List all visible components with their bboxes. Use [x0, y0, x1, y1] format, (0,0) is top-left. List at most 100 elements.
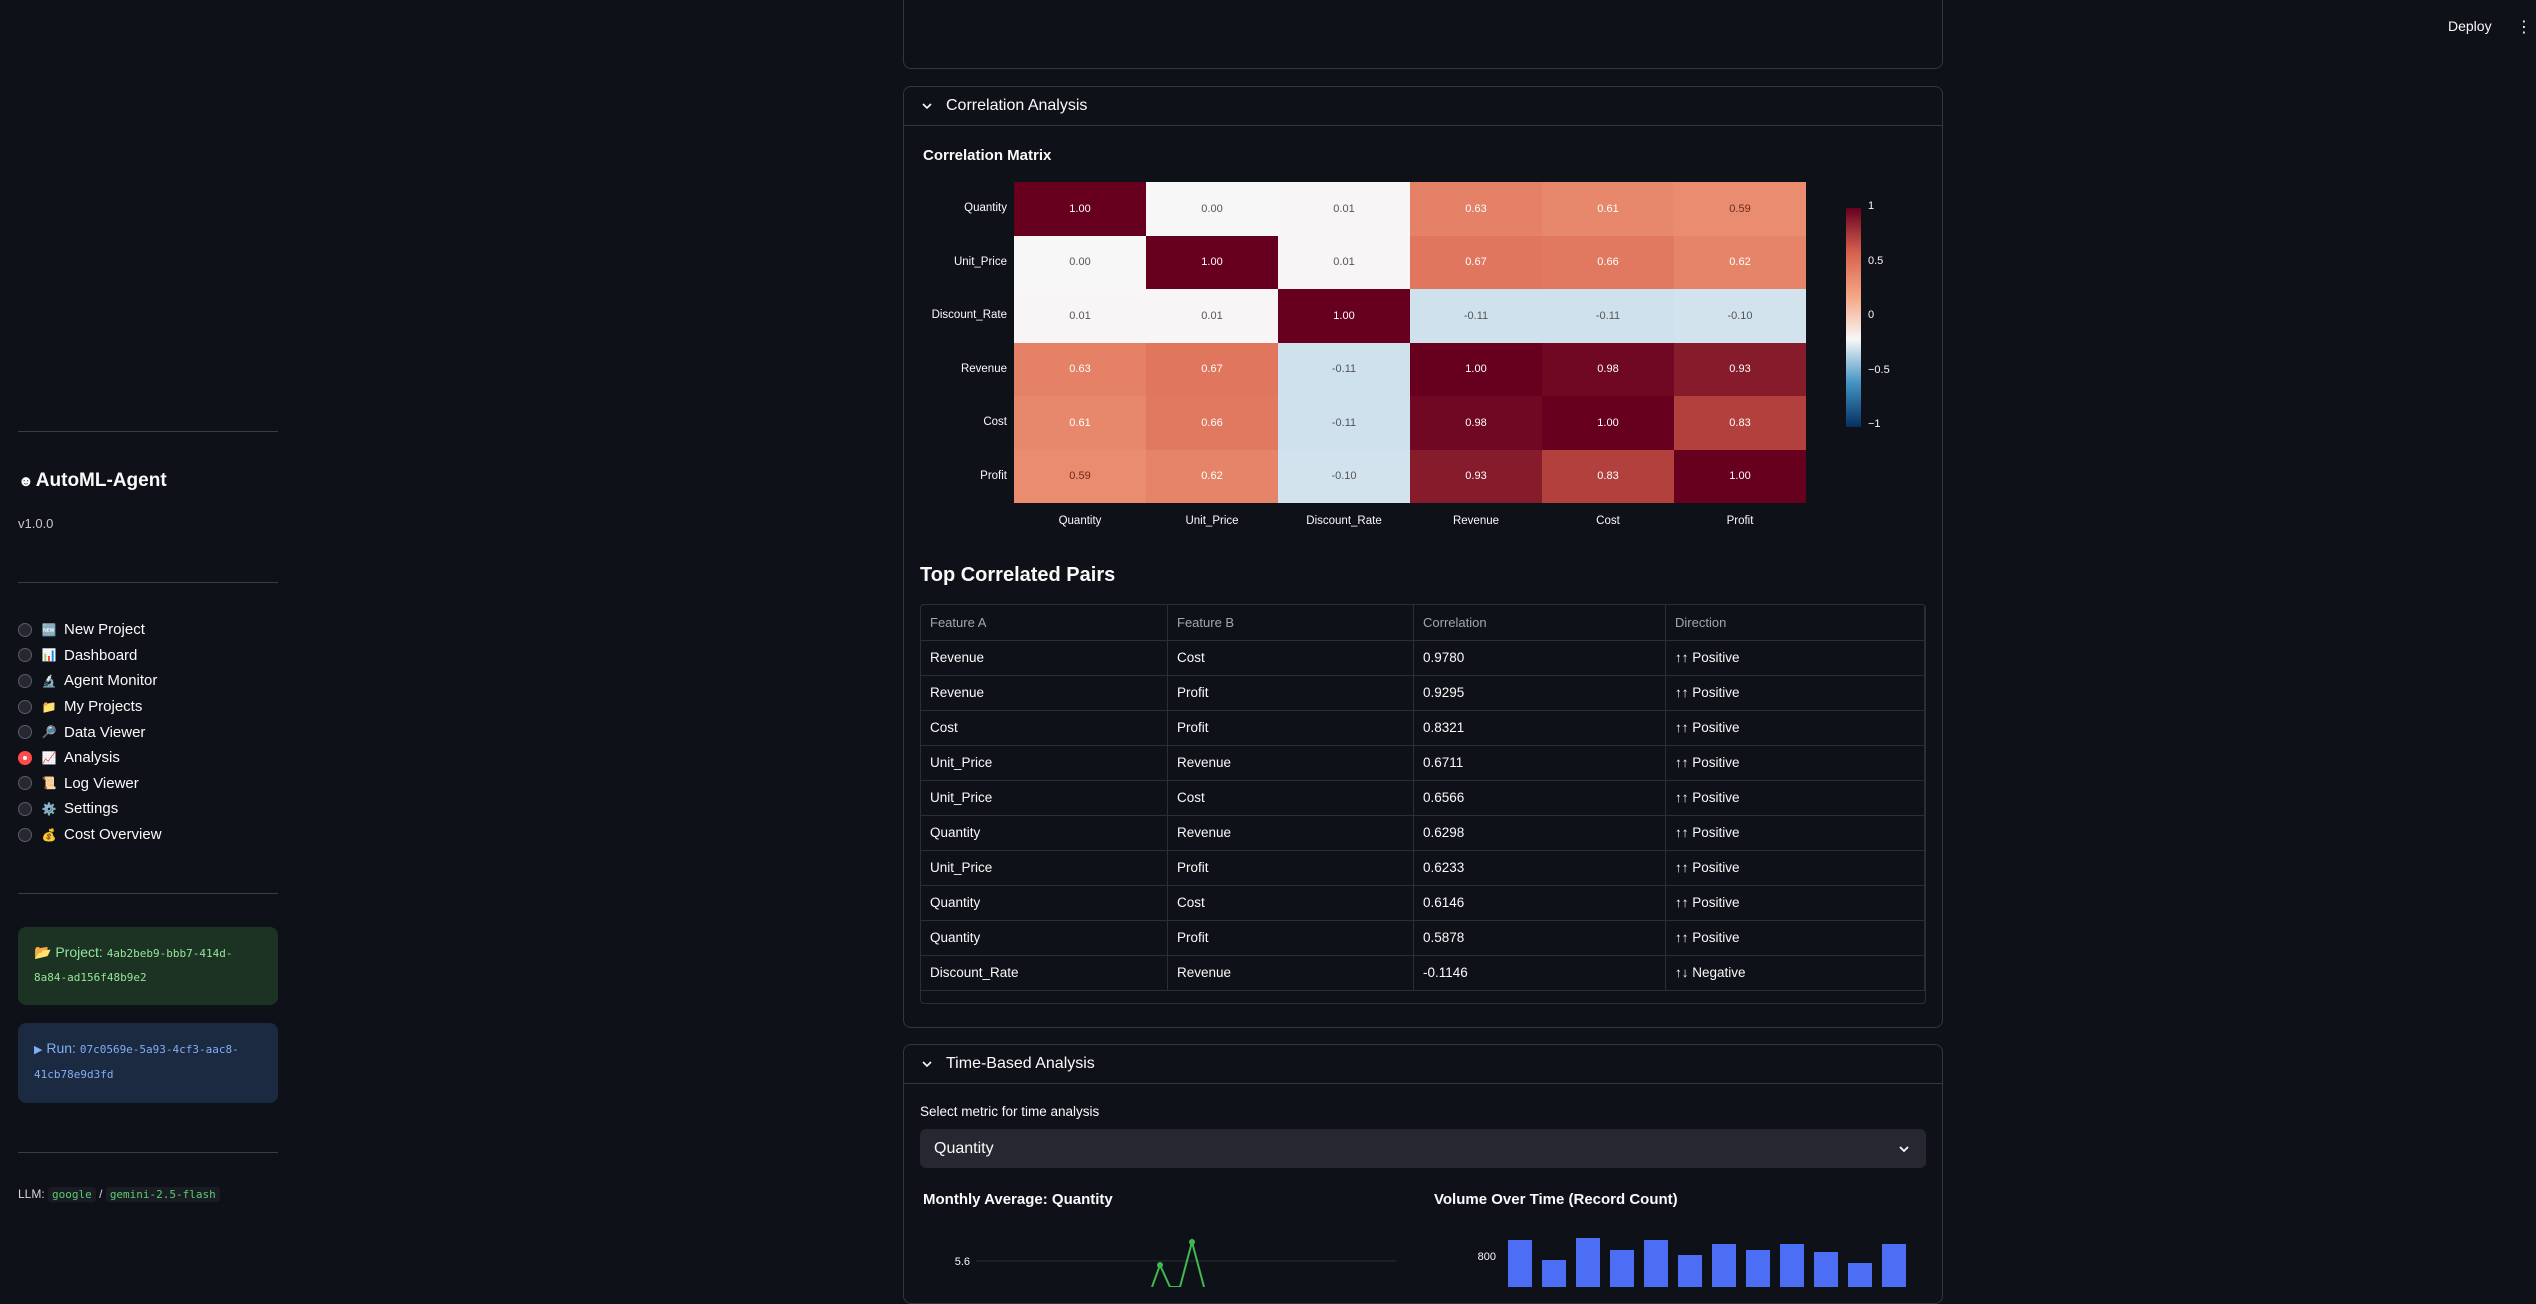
table-row[interactable]: Revenue Profit 0.9295 ↑↑ Positive: [921, 675, 1925, 711]
radio-button[interactable]: [18, 801, 32, 816]
table-cell: Profit: [1168, 710, 1414, 745]
row-label: Unit_Price: [953, 255, 1007, 268]
radio-button[interactable]: [18, 827, 32, 842]
heatmap-cell: -0.10: [1278, 449, 1410, 503]
volume-bar: [1712, 1244, 1736, 1287]
llm-info: LLM: google / gemini-2.5-flash: [18, 1187, 220, 1202]
play-icon: ▶: [34, 1044, 43, 1056]
column-header[interactable]: Feature A: [921, 605, 1168, 640]
heatmap-cell: 0.01: [1278, 182, 1410, 236]
nav-icon: 📁: [41, 699, 57, 714]
top-pairs-table[interactable]: Feature A Feature B Correlation Direction Re…: [920, 604, 1926, 1004]
nav-item-dashboard[interactable]: 📊 Dashboard: [18, 643, 162, 669]
heatmap-cell: 0.61: [1014, 396, 1146, 450]
heatmap-cell: 1.00: [1674, 449, 1806, 503]
table-cell: ↑↑ Positive: [1666, 675, 1925, 710]
heatmap-cell: 1.00: [1146, 235, 1278, 289]
data-point: [1189, 1239, 1195, 1245]
table-cell: Quantity: [921, 885, 1168, 920]
column-header[interactable]: Correlation: [1414, 605, 1666, 640]
radio-button[interactable]: [18, 622, 32, 637]
correlation-matrix-title: Correlation Matrix: [923, 147, 1052, 164]
table-cell: 0.6233: [1414, 850, 1666, 885]
correlation-expander-header[interactable]: Correlation Analysis: [904, 87, 1942, 125]
table-row[interactable]: Quantity Cost 0.6146 ↑↑ Positive: [921, 885, 1925, 921]
table-cell: Revenue: [1168, 815, 1414, 850]
table-row[interactable]: Discount_Rate Revenue -0.1146 ↑↓ Negative: [921, 955, 1925, 991]
table-cell: ↑↑ Positive: [1666, 640, 1925, 675]
table-cell: 0.8321: [1414, 710, 1666, 745]
metric-select[interactable]: Quantity: [920, 1129, 1926, 1168]
app-brand: ☻ AutoML-Agent: [18, 470, 167, 492]
table-cell: Cost: [1168, 885, 1414, 920]
project-id: 4ab2beb9-bbb7-414d-8a84-ad156f48b9e2: [34, 947, 233, 984]
nav-item-log-viewer[interactable]: 📜 Log Viewer: [18, 771, 162, 797]
radio-button[interactable]: [18, 699, 32, 714]
heatmap-cell: -0.11: [1278, 342, 1410, 396]
radio-button[interactable]: [18, 776, 32, 791]
volume-bar: [1882, 1244, 1906, 1287]
row-label: Revenue: [960, 362, 1007, 375]
nav-item-settings[interactable]: ⚙️ Settings: [18, 796, 162, 822]
heatmap-cell: -0.10: [1674, 289, 1806, 343]
table-row[interactable]: Unit_Price Profit 0.6233 ↑↑ Positive: [921, 850, 1925, 886]
table-row[interactable]: Revenue Cost 0.9780 ↑↑ Positive: [921, 640, 1925, 676]
nav-item-data-viewer[interactable]: 🔎 Data Viewer: [18, 719, 162, 745]
volume-bar: [1746, 1250, 1770, 1287]
table-cell: Cost: [1168, 640, 1414, 675]
radio-button[interactable]: [18, 725, 32, 740]
correlation-expander-title: Correlation Analysis: [946, 97, 1088, 114]
heatmap-cell: 0.98: [1410, 396, 1542, 450]
nav-icon: 🔬: [41, 673, 57, 688]
nav-item-cost-overview[interactable]: 💰 Cost Overview: [18, 822, 162, 848]
app-version: v1.0.0: [18, 516, 54, 531]
heatmap-cell: 0.59: [1674, 182, 1806, 236]
nav-item-agent-monitor[interactable]: 🔬 Agent Monitor: [18, 668, 162, 694]
y-tick-label: 800: [1478, 1251, 1496, 1263]
column-header[interactable]: Feature B: [1168, 605, 1414, 640]
heatmap-cell: 0.59: [1014, 449, 1146, 503]
nav-label: Cost Overview: [64, 826, 162, 844]
divider: [904, 1083, 1942, 1084]
table-cell: Cost: [921, 710, 1168, 745]
nav-item-new-project[interactable]: 🆕 New Project: [18, 617, 162, 643]
radio-button[interactable]: [18, 750, 32, 765]
table-cell: Unit_Price: [921, 850, 1168, 885]
table-row[interactable]: Unit_Price Cost 0.6566 ↑↑ Positive: [921, 780, 1925, 816]
heatmap-cell: 0.61: [1542, 182, 1674, 236]
table-row[interactable]: Unit_Price Revenue 0.6711 ↑↑ Positive: [921, 745, 1925, 781]
nav-item-my-projects[interactable]: 📁 My Projects: [18, 694, 162, 720]
column-header[interactable]: Direction: [1666, 605, 1925, 640]
top-pairs-heading: Top Correlated Pairs: [920, 564, 1116, 586]
heatmap-cell: -0.11: [1278, 396, 1410, 450]
nav-item-analysis[interactable]: 📈 Analysis: [18, 745, 162, 771]
main-menu-icon[interactable]: ⋮: [2516, 19, 2532, 36]
table-row[interactable]: Quantity Revenue 0.6298 ↑↑ Positive: [921, 815, 1925, 851]
heatmap-cell: 0.83: [1674, 396, 1806, 450]
radio-button[interactable]: [18, 673, 32, 688]
table-row[interactable]: Cost Profit 0.8321 ↑↑ Positive: [921, 710, 1925, 746]
deploy-button[interactable]: Deploy: [2448, 18, 2492, 34]
chevron-down-icon: [922, 103, 932, 110]
table-cell: Cost: [1168, 780, 1414, 815]
monthly-average-chart: 5.6: [955, 1238, 1396, 1287]
time-expander-header[interactable]: Time-Based Analysis: [904, 1045, 1942, 1083]
nav-label: Dashboard: [64, 646, 138, 664]
nav-label: Analysis: [64, 749, 120, 767]
radio-button[interactable]: [18, 648, 32, 663]
colorbar-tick-label: 0: [1868, 309, 1875, 321]
volume-bar: [1542, 1260, 1566, 1287]
volume-bar: [1508, 1240, 1532, 1287]
heatmap-cell: 0.62: [1146, 449, 1278, 503]
table-cell: Revenue: [921, 675, 1168, 710]
divider: [18, 893, 278, 894]
metric-select-label: Select metric for time analysis: [920, 1104, 1100, 1119]
table-row[interactable]: Quantity Profit 0.5878 ↑↑ Positive: [921, 920, 1925, 956]
llm-provider: google: [48, 1187, 96, 1202]
table-cell: Profit: [1168, 920, 1414, 955]
data-point: [1157, 1262, 1163, 1268]
volume-bar: [1610, 1250, 1634, 1287]
colorbar-tick-label: 0.5: [1868, 254, 1884, 267]
nav-label: New Project: [64, 621, 145, 639]
nav-label: Data Viewer: [64, 723, 146, 741]
